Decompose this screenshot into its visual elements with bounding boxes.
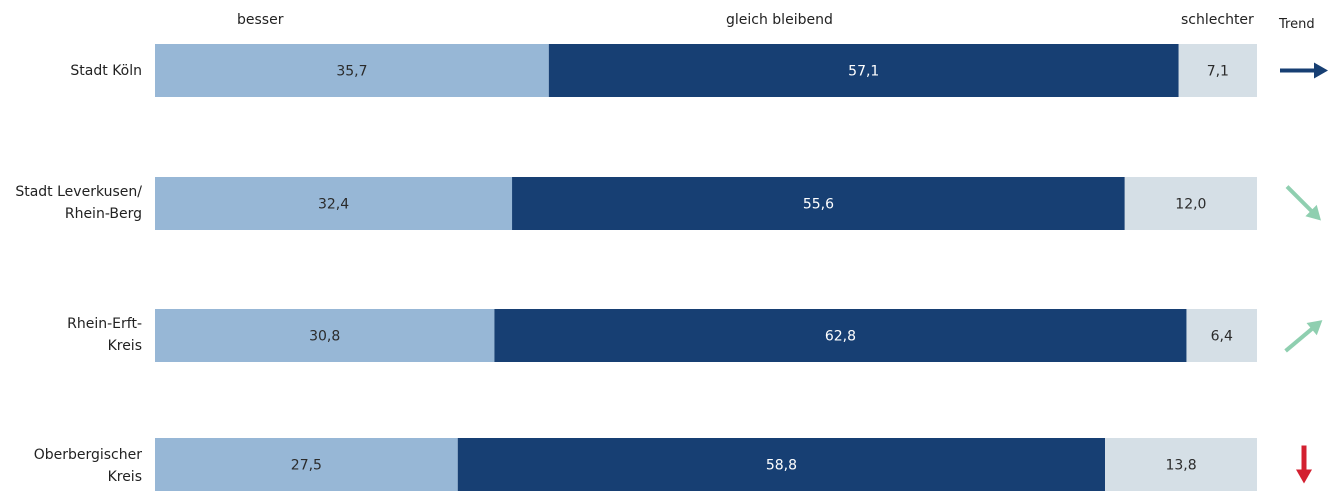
row-label-2: Rhein-Erft- Kreis [67,313,142,357]
bar-label-schlechter-0: 7,1 [1207,64,1229,80]
bar-schlechter-1 [1124,177,1257,230]
bar-gleich-bleibend-2 [494,309,1187,362]
bar-gleich-bleibend-1 [512,177,1125,230]
bar-schlechter-0 [1178,44,1257,97]
row-label-2-line1: Rhein-Erft- [67,316,142,332]
bar-besser-0 [155,44,549,97]
bar-gleich-bleibend-0 [548,44,1179,97]
row-label-0-line1: Stadt Köln [70,63,142,79]
bar-label-besser-1: 32,4 [318,197,349,213]
legend-trend: Trend [1279,17,1315,32]
row-label-3-line2: Kreis [107,469,142,485]
bar-label-gleich-bleibend-0: 57,1 [848,64,879,80]
bar-besser-2 [155,309,495,362]
bar-label-gleich-bleibend-1: 55,6 [803,197,834,213]
trend-arrow-down-right-icon [1285,185,1321,221]
bar-label-schlechter-1: 12,0 [1175,197,1206,213]
bar-besser-1 [155,177,513,230]
row-label-1-line2: Rhein-Berg [64,206,142,222]
bar-label-gleich-bleibend-2: 62,8 [825,329,856,345]
trend-arrow-right-icon [1280,62,1328,79]
row-label-3-line1: Oberbergischer [33,447,142,463]
row-label-1-line1: Stadt Leverkusen/ [15,184,142,200]
row-label-0: Stadt Köln [70,60,142,82]
bar-label-besser-2: 30,8 [309,329,340,345]
trend-arrow-down-icon [1296,445,1312,484]
legend-gleich-bleibend: gleich bleibend [726,12,833,28]
row-label-1: Stadt Leverkusen/ Rhein-Berg [15,181,142,225]
bar-label-besser-0: 35,7 [336,64,367,80]
bar-label-besser-3: 27,5 [291,458,322,474]
bar-gleich-bleibend-3 [457,438,1106,491]
trend-arrow-up-right-icon [1284,320,1323,353]
legend-besser: besser [237,12,284,28]
bar-label-schlechter-2: 6,4 [1211,329,1233,345]
legend-schlechter: schlechter [1181,12,1254,28]
bar-schlechter-2 [1186,309,1257,362]
bar-label-gleich-bleibend-3: 58,8 [766,458,797,474]
bar-label-schlechter-3: 13,8 [1165,458,1196,474]
bar-besser-3 [155,438,458,491]
row-label-3: Oberbergischer Kreis [34,444,142,488]
bar-schlechter-3 [1105,438,1257,491]
row-label-2-line2: Kreis [107,338,142,354]
